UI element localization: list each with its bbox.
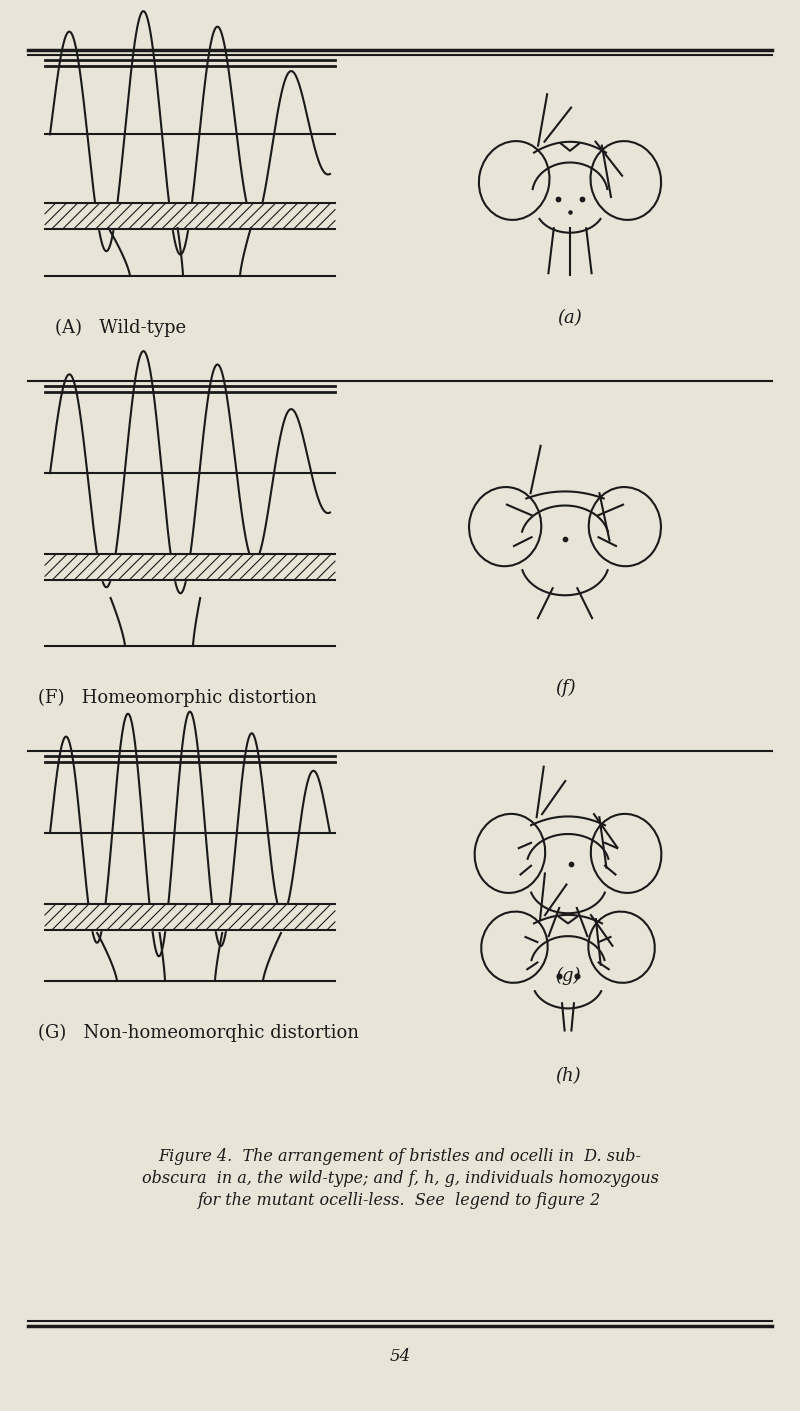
Text: for the mutant ocelli-less.  See  legend to figure 2: for the mutant ocelli-less. See legend t… <box>198 1192 602 1209</box>
Text: (h): (h) <box>555 1067 581 1085</box>
Text: Figure 4.  The arrangement of bristles and ocelli in  D. sub-: Figure 4. The arrangement of bristles an… <box>158 1149 642 1165</box>
Text: 54: 54 <box>390 1348 410 1364</box>
Text: (A)   Wild-type: (A) Wild-type <box>55 319 186 337</box>
Text: (f): (f) <box>554 679 575 697</box>
Text: (F)   Homeomorphic distortion: (F) Homeomorphic distortion <box>38 689 317 707</box>
Text: (g): (g) <box>555 967 581 985</box>
Text: obscura  in a, the wild-type; and f, h, g, individuals homozygous: obscura in a, the wild-type; and f, h, g… <box>142 1170 658 1187</box>
Text: (G)   Non-homeomorqhic distortion: (G) Non-homeomorqhic distortion <box>38 1024 359 1041</box>
Text: (a): (a) <box>558 309 582 327</box>
